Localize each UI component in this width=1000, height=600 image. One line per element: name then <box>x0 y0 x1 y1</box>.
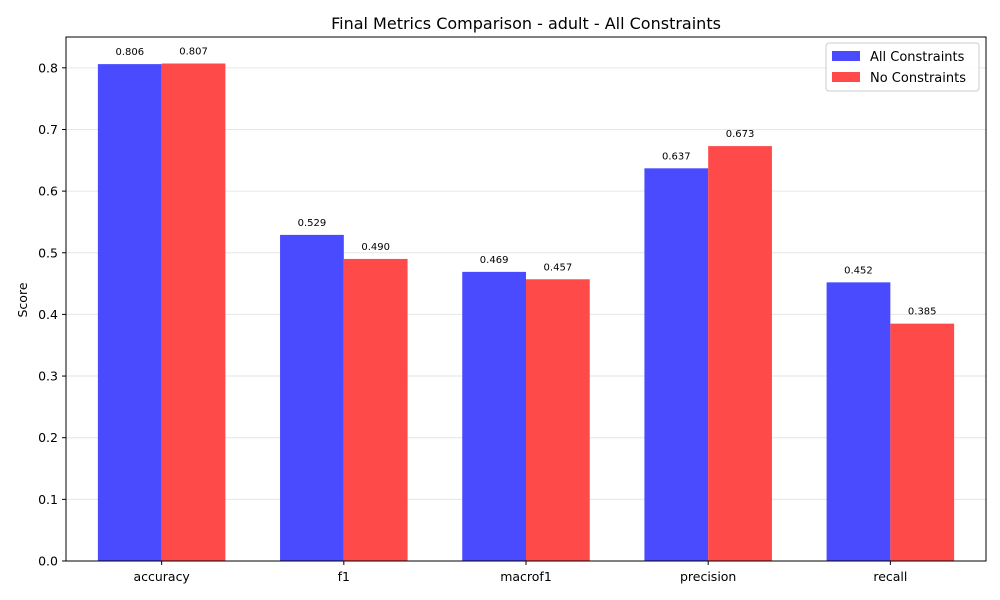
legend-label: No Constraints <box>870 71 966 86</box>
data-label: 0.452 <box>844 265 873 276</box>
bar <box>462 271 526 561</box>
x-axis-ticks: accuracy f1 macrof1 precision recall <box>133 561 907 584</box>
legend-swatch <box>832 51 860 61</box>
bar <box>97 64 162 562</box>
bar <box>161 63 226 561</box>
bar <box>826 282 891 561</box>
x-tick-label: macrof1 <box>500 569 552 584</box>
bar <box>890 323 955 561</box>
x-tick-label: accuracy <box>133 569 190 584</box>
legend: All Constraints No Constraints <box>825 42 980 92</box>
bar <box>343 258 408 561</box>
y-tick-label: 0.5 <box>38 245 58 260</box>
data-label: 0.490 <box>361 242 390 253</box>
bar <box>708 146 772 561</box>
y-tick-label: 0.1 <box>38 492 58 507</box>
data-label: 0.673 <box>726 129 755 140</box>
data-label: 0.385 <box>908 307 937 318</box>
y-tick-label: 0.3 <box>38 369 58 384</box>
y-axis-ticks: 0.0 0.1 0.2 0.3 0.4 0.5 0.6 0.7 0.8 <box>38 60 66 569</box>
legend-label: All Constraints <box>870 50 965 65</box>
data-label: 0.807 <box>179 47 208 58</box>
data-labels: 0.806 0.529 0.469 0.637 0.452 0.807 0.490 0.457… <box>115 47 936 318</box>
chart-title: Final Metrics Comparison - adult - All C… <box>331 14 721 33</box>
data-label: 0.806 <box>115 47 144 58</box>
x-tick-label: precision <box>680 569 736 584</box>
x-tick-label: f1 <box>338 569 350 584</box>
bar <box>280 234 344 561</box>
x-tick-label: recall <box>873 569 907 584</box>
legend-swatch <box>832 72 860 82</box>
y-axis-label: Score <box>15 282 30 317</box>
bars <box>97 63 955 562</box>
bar <box>644 168 709 562</box>
y-tick-label: 0.4 <box>38 307 58 322</box>
y-tick-label: 0.6 <box>38 184 58 199</box>
data-label: 0.457 <box>544 262 573 273</box>
legend-box <box>825 42 980 92</box>
y-tick-label: 0.8 <box>38 60 58 75</box>
bar <box>526 279 590 561</box>
data-label: 0.637 <box>662 151 691 162</box>
y-tick-label: 0.7 <box>38 122 58 137</box>
data-label: 0.529 <box>298 218 327 229</box>
y-tick-label: 0.0 <box>38 554 58 569</box>
data-label: 0.469 <box>480 255 509 266</box>
y-tick-label: 0.2 <box>38 430 58 445</box>
